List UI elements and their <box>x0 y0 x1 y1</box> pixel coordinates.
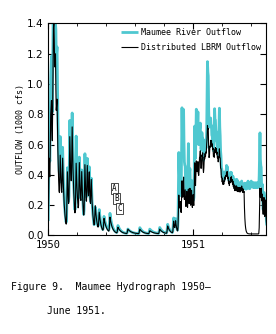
Text: June 1951.: June 1951. <box>47 306 106 316</box>
Maumee River Outflow <box>240 179 243 183</box>
Distributed LBRM Outflow <box>47 222 50 226</box>
Maumee River Outflow <box>240 184 243 188</box>
Text: C: C <box>117 204 122 213</box>
Distributed LBRM Outflow <box>198 155 201 159</box>
Distributed LBRM Outflow <box>265 224 268 228</box>
Distributed LBRM Outflow <box>52 21 55 25</box>
Maumee River Outflow <box>131 230 134 234</box>
Maumee River Outflow <box>51 21 55 25</box>
Distributed LBRM Outflow <box>63 209 66 213</box>
Legend: Maumee River Outflow, Distributed LBRM Outflow: Maumee River Outflow, Distributed LBRM O… <box>121 27 262 53</box>
Maumee River Outflow <box>147 231 150 235</box>
Text: B: B <box>114 194 119 203</box>
Distributed LBRM Outflow <box>147 231 150 235</box>
Line: Distributed LBRM Outflow: Distributed LBRM Outflow <box>48 23 267 234</box>
Text: A: A <box>112 184 117 193</box>
Maumee River Outflow <box>265 223 268 227</box>
Y-axis label: OUTFLOW (1000 cfs): OUTFLOW (1000 cfs) <box>17 85 25 174</box>
Text: Figure 9.  Maumee Hydrograph 1950—: Figure 9. Maumee Hydrograph 1950— <box>11 282 211 292</box>
Distributed LBRM Outflow <box>239 185 243 189</box>
Maumee River Outflow <box>199 121 202 125</box>
Distributed LBRM Outflow <box>131 230 134 234</box>
Distributed LBRM Outflow <box>256 232 259 236</box>
Maumee River Outflow <box>137 231 140 235</box>
Distributed LBRM Outflow <box>240 188 243 192</box>
Maumee River Outflow <box>63 205 66 209</box>
Line: Maumee River Outflow: Maumee River Outflow <box>48 23 267 233</box>
Maumee River Outflow <box>47 219 50 223</box>
